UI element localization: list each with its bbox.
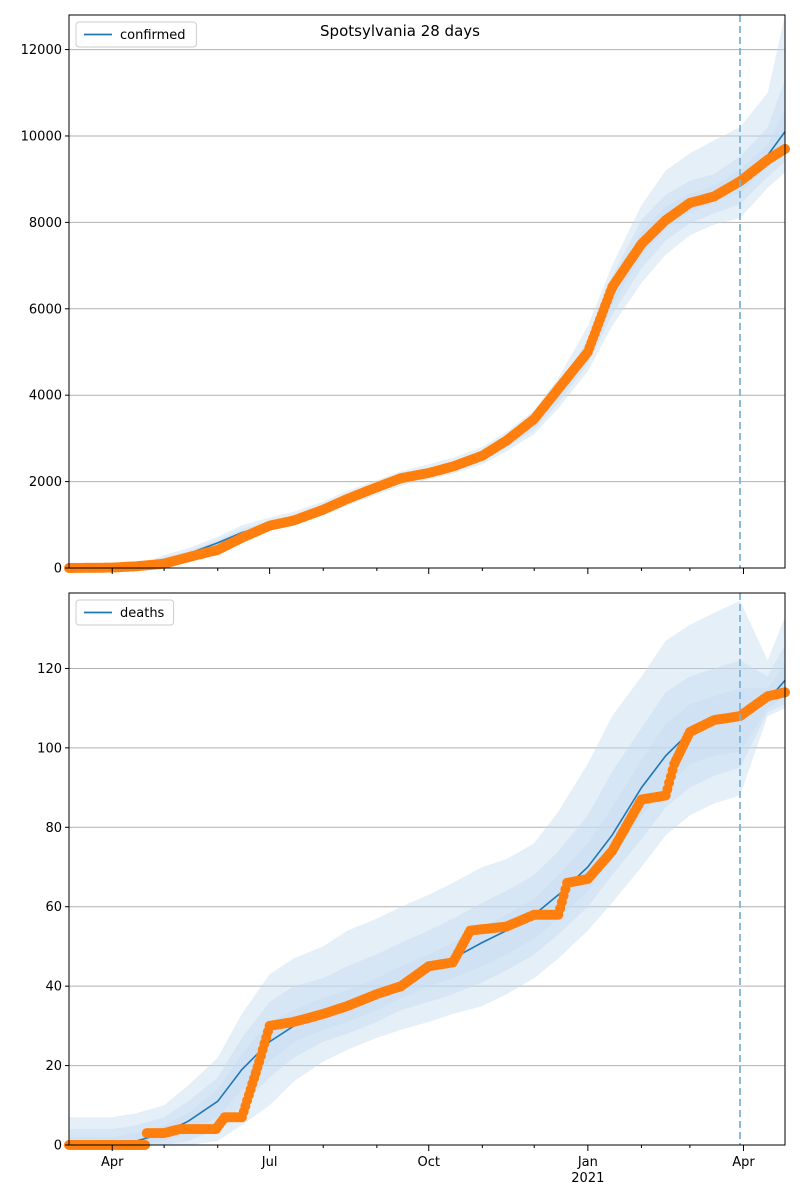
x-tick-sublabel: 2021 (571, 1171, 604, 1186)
y-tick-label: 6000 (29, 302, 62, 317)
x-tick-label: Apr (101, 1155, 124, 1170)
band-outer (69, 600, 785, 1145)
legend-label: confirmed (120, 28, 186, 43)
x-tick-label: Apr (732, 1155, 755, 1170)
observed-points (64, 687, 790, 1150)
x-tick-label: Jan (577, 1155, 598, 1170)
legend: confirmed (75, 21, 197, 48)
y-tick-label: 4000 (29, 389, 62, 404)
plot-frame (68, 14, 786, 569)
y-tick-label: 0 (54, 1139, 62, 1154)
band-outer (69, 15, 785, 568)
y-tick-label: 2000 (29, 475, 62, 490)
legend-label: deaths (120, 606, 165, 621)
band-inner (69, 664, 785, 1145)
band-middle (69, 644, 785, 1145)
y-tick-label: 100 (37, 741, 62, 756)
chart-title: Spotsylvania 28 days (320, 22, 480, 40)
y-tick-label: 10000 (21, 129, 62, 144)
y-tick-label: 8000 (29, 216, 62, 231)
x-tick-label: Oct (417, 1155, 439, 1170)
y-tick-label: 20 (45, 1059, 62, 1074)
y-tick-label: 80 (45, 821, 62, 836)
y-tick-label: 60 (45, 900, 62, 915)
x-tick-label: Jul (261, 1155, 278, 1170)
plot-frame (68, 592, 786, 1146)
legend: deaths (75, 599, 175, 626)
legend-box (75, 599, 175, 626)
y-tick-label: 120 (37, 662, 62, 677)
y-tick-label: 0 (54, 562, 62, 577)
observed-points (64, 143, 790, 573)
y-tick-label: 12000 (21, 43, 62, 58)
legend-box (75, 21, 197, 48)
panel-confirmed: 0 2000 4000 6000 8000 10000 12000 confirmed (21, 14, 790, 577)
y-tick-label: 40 (45, 980, 62, 995)
band-middle (69, 79, 785, 569)
